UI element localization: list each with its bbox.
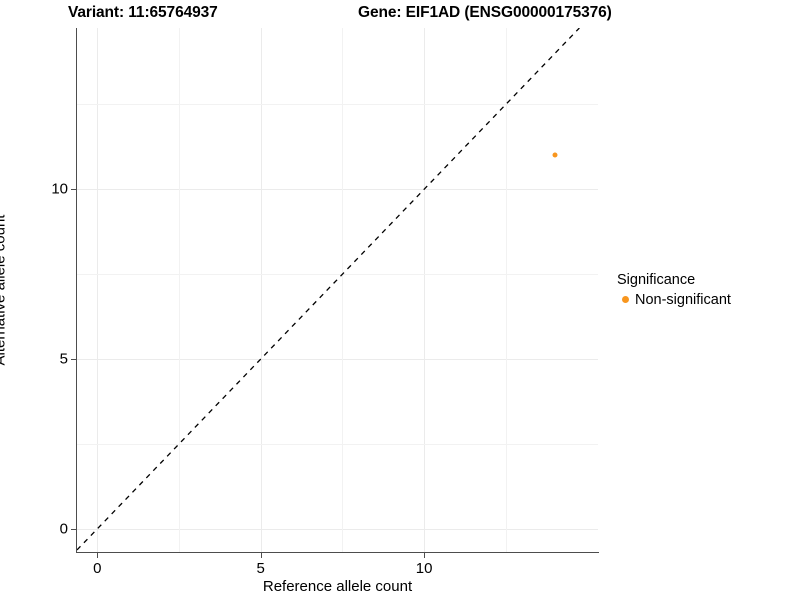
plot-panel: [77, 28, 598, 552]
gene-title: Gene: EIF1AD (ENSG00000175376): [358, 4, 612, 21]
x-axis-tick-label: 10: [415, 560, 433, 577]
reference-line-y-equals-x: [77, 28, 580, 551]
y-axis-tick: [71, 189, 76, 191]
gridline-major-vertical: [97, 28, 99, 552]
variant-title: Variant: 11:65764937: [68, 4, 218, 21]
x-axis-title: Reference allele count: [262, 578, 413, 595]
y-axis-tick-label: 10: [51, 180, 68, 198]
legend-key-swatch: [617, 291, 634, 308]
legend: Significance Non-significant: [617, 272, 731, 308]
x-axis-line: [76, 551, 599, 553]
scatter-point[interactable]: [552, 152, 558, 158]
gridline-minor-vertical: [505, 28, 507, 552]
legend-dot-icon: [622, 296, 629, 303]
gridline-minor-horizontal: [77, 274, 598, 276]
x-axis-tick: [260, 553, 262, 558]
gridline-major-vertical: [424, 28, 426, 552]
legend-title: Significance: [617, 272, 696, 288]
chart-title-row: Variant: 11:65764937 Gene: EIF1AD (ENSG0…: [0, 2, 800, 28]
gridline-major-horizontal: [77, 528, 598, 530]
legend-item-label: Non-significant: [635, 291, 731, 308]
x-axis-tick: [97, 553, 99, 558]
x-axis-tick-label: 0: [93, 560, 102, 577]
gridline-minor-horizontal: [77, 444, 598, 445]
gridline-major-horizontal: [77, 359, 598, 361]
x-axis-tick: [424, 553, 426, 558]
gridline-major-horizontal: [77, 189, 598, 191]
legend-items: Non-significant: [617, 291, 731, 308]
gridline-minor-vertical: [342, 28, 344, 552]
y-axis-line: [76, 28, 78, 553]
legend-item[interactable]: Non-significant: [617, 291, 731, 308]
gridline-major-vertical: [260, 28, 262, 552]
y-axis-title: Alternative allele count: [0, 214, 9, 366]
y-axis-tick: [71, 528, 76, 531]
y-axis-tick-label: 5: [59, 350, 68, 368]
y-axis-tick-label: 0: [59, 520, 68, 538]
gridline-minor-horizontal: [77, 104, 598, 106]
x-axis-tick-label: 5: [256, 560, 265, 577]
gridline-minor-vertical: [179, 28, 180, 552]
y-axis-tick: [71, 359, 76, 361]
